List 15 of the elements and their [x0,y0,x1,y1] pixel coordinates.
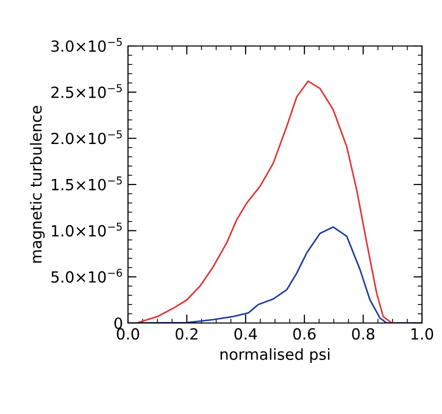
y-axis-title: magnetic turbulence [30,106,45,263]
x-axis-title: normalised psi [220,348,330,363]
y-tick-label: 1.0×10$^{−5}$ [52,222,122,237]
y-tick-label: 2.5×10$^{−5}$ [51,84,122,98]
x-tick-label: 0.8 [352,328,374,340]
y-tick-label: 2.0×10$^{−5}$ [51,130,122,144]
y-tick-label: 5.0×10$^{−6}$ [51,268,122,283]
x-tick-label: 0.2 [176,328,198,340]
x-tick-label: 1.0 [412,328,434,340]
y-tick-label: 1.5×10$^{−5}$ [52,176,122,190]
x-tick-label: 0.4 [234,328,257,340]
x-tick-label: 0.0 [116,328,140,340]
y-tick-label: 0 [114,317,122,330]
y-tick-label: 3.0×10$^{−5}$ [51,38,122,52]
x-tick-label: 0.6 [293,328,316,340]
